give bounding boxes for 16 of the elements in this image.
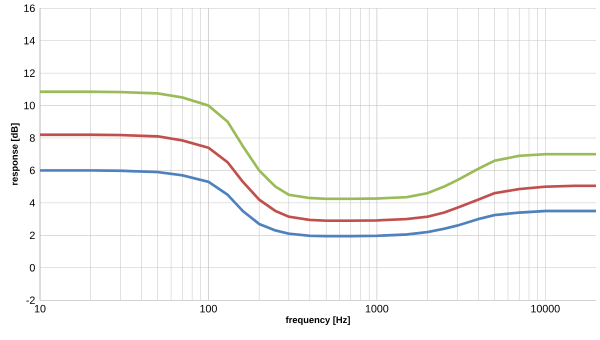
x-tick-label: 1000 bbox=[366, 304, 388, 312]
y-axis-title: response [dB] bbox=[10, 123, 20, 185]
y-tick-label: 0 bbox=[30, 264, 35, 272]
y-tick-label: -2 bbox=[26, 296, 35, 304]
y-tick-label: 16 bbox=[24, 4, 35, 12]
y-tick-label: 6 bbox=[30, 166, 35, 174]
x-axis-title: frequency [Hz] bbox=[286, 316, 350, 325]
y-tick-label: 14 bbox=[24, 36, 35, 44]
x-tick-label: 100 bbox=[200, 304, 217, 312]
y-tick-label: 8 bbox=[30, 134, 35, 142]
y-tick-label: 12 bbox=[24, 69, 35, 77]
y-tick-label: 2 bbox=[30, 232, 35, 239]
y-tick-label: 4 bbox=[30, 199, 35, 206]
x-tick-label: 10 bbox=[34, 304, 46, 312]
x-tick-label: 10000 bbox=[531, 304, 560, 312]
y-tick-label: 10 bbox=[24, 102, 35, 110]
